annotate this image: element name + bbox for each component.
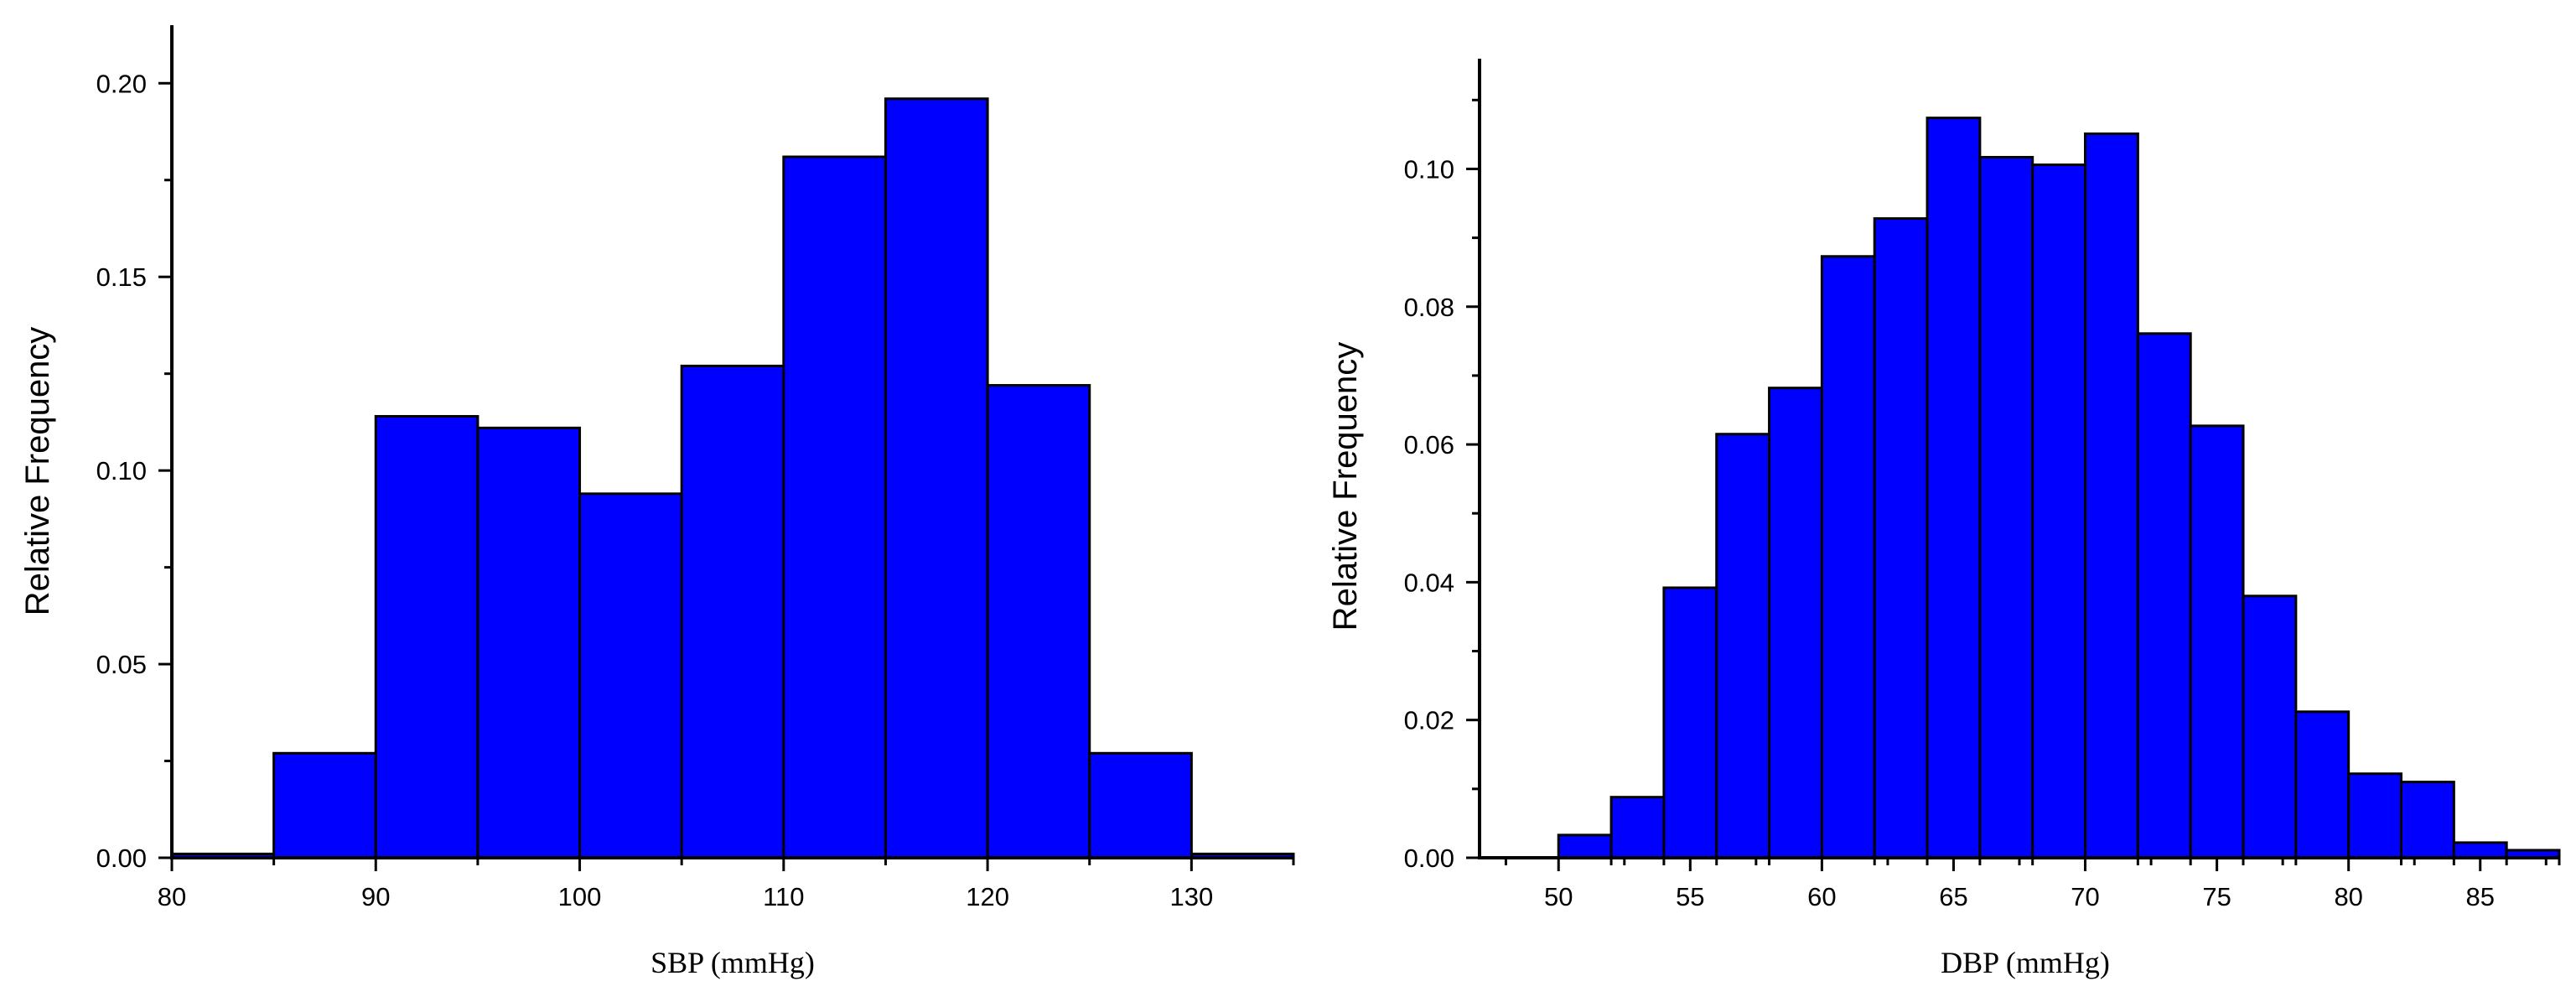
sbp-bar-125 — [1088, 751, 1193, 859]
sbp-bar-90 — [374, 414, 479, 859]
dbp-y-tick-label: 0.06 — [1404, 430, 1454, 459]
dbp-x-tick-label: 50 — [1544, 882, 1573, 911]
sbp-x-tick-label: 110 — [763, 882, 804, 911]
dbp-bar-60 — [1820, 255, 1876, 859]
sbp-bar-100 — [578, 492, 683, 859]
dbp-bar-64 — [1926, 117, 1982, 859]
sbp-x-axis-label: SBP (mmHg) — [650, 946, 815, 979]
dbp-y-tick-label: 0.00 — [1404, 844, 1454, 873]
sbp-bar-115 — [884, 97, 989, 859]
dbp-x-tick-label: 75 — [2202, 882, 2231, 911]
sbp-x-tick-label: 120 — [966, 882, 1009, 911]
dbp-bar-66 — [1978, 155, 2034, 859]
dbp-bar-72 — [2136, 332, 2192, 859]
dbp-bar-80 — [2347, 772, 2403, 859]
dbp-bar-56 — [1715, 433, 1771, 859]
dbp-bar-76 — [2242, 594, 2298, 859]
sbp-x-tick-label: 80 — [158, 882, 186, 911]
sbp-x-tick-label: 90 — [361, 882, 390, 911]
sbp-bar-95 — [476, 426, 582, 859]
dbp-y-tick-label: 0.04 — [1404, 568, 1454, 597]
sbp-bar-110 — [782, 155, 887, 859]
dbp-bar-74 — [2189, 424, 2245, 859]
dbp-x-axis-label: DBP (mmHg) — [1941, 946, 2110, 979]
dbp-bar-52 — [1609, 796, 1666, 859]
dbp-bar-78 — [2294, 710, 2351, 859]
sbp-x-tick-label: 100 — [558, 882, 602, 911]
dbp-y-tick-label: 0.02 — [1404, 706, 1454, 735]
sbp-y-tick-label: 0.20 — [96, 69, 147, 98]
dbp-x-tick-label: 65 — [1939, 882, 1967, 911]
sbp-histogram: 0.00 0.05 0.10 0.15 0.20 80 90 100 110 120 130 Rela… — [19, 25, 1295, 979]
dbp-x-tick-label: 80 — [2334, 882, 2362, 911]
sbp-bar-120 — [986, 384, 1091, 859]
dbp-bar-62 — [1873, 217, 1929, 859]
dbp-x-tick-label: 60 — [1807, 882, 1836, 911]
dbp-x-tick-label: 70 — [2071, 882, 2099, 911]
dbp-bar-70 — [2084, 132, 2139, 859]
dbp-y-axis-label: Relative Frequency — [1327, 342, 1364, 631]
sbp-y-tick-label: 0.05 — [96, 650, 147, 679]
dbp-bar-50 — [1557, 833, 1613, 859]
sbp-y-tick-label: 0.15 — [96, 262, 147, 292]
dbp-y-tick-label: 0.10 — [1404, 154, 1454, 184]
dbp-bar-54 — [1662, 586, 1718, 859]
dbp-x-tick-label: 85 — [2466, 882, 2495, 911]
dbp-bar-58 — [1768, 387, 1823, 859]
sbp-x-tick-label: 130 — [1169, 882, 1213, 911]
sbp-bar-105 — [680, 364, 785, 859]
dbp-x-tick-label: 55 — [1676, 882, 1704, 911]
dbp-bar-82 — [2400, 781, 2455, 859]
sbp-y-tick-label: 0.10 — [96, 456, 147, 485]
sbp-y-axis-label: Relative Frequency — [19, 327, 56, 616]
dbp-histogram: 0.00 0.02 0.04 0.06 0.08 0.10 50 55 60 65 70 75 80 85… — [1327, 59, 2561, 979]
dbp-y-tick-label: 0.08 — [1404, 293, 1454, 322]
sbp-bar-85 — [272, 751, 377, 859]
sbp-y-tick-label: 0.00 — [96, 844, 147, 873]
dbp-bar-68 — [2031, 164, 2087, 859]
dbp-bar-84 — [2452, 841, 2508, 859]
